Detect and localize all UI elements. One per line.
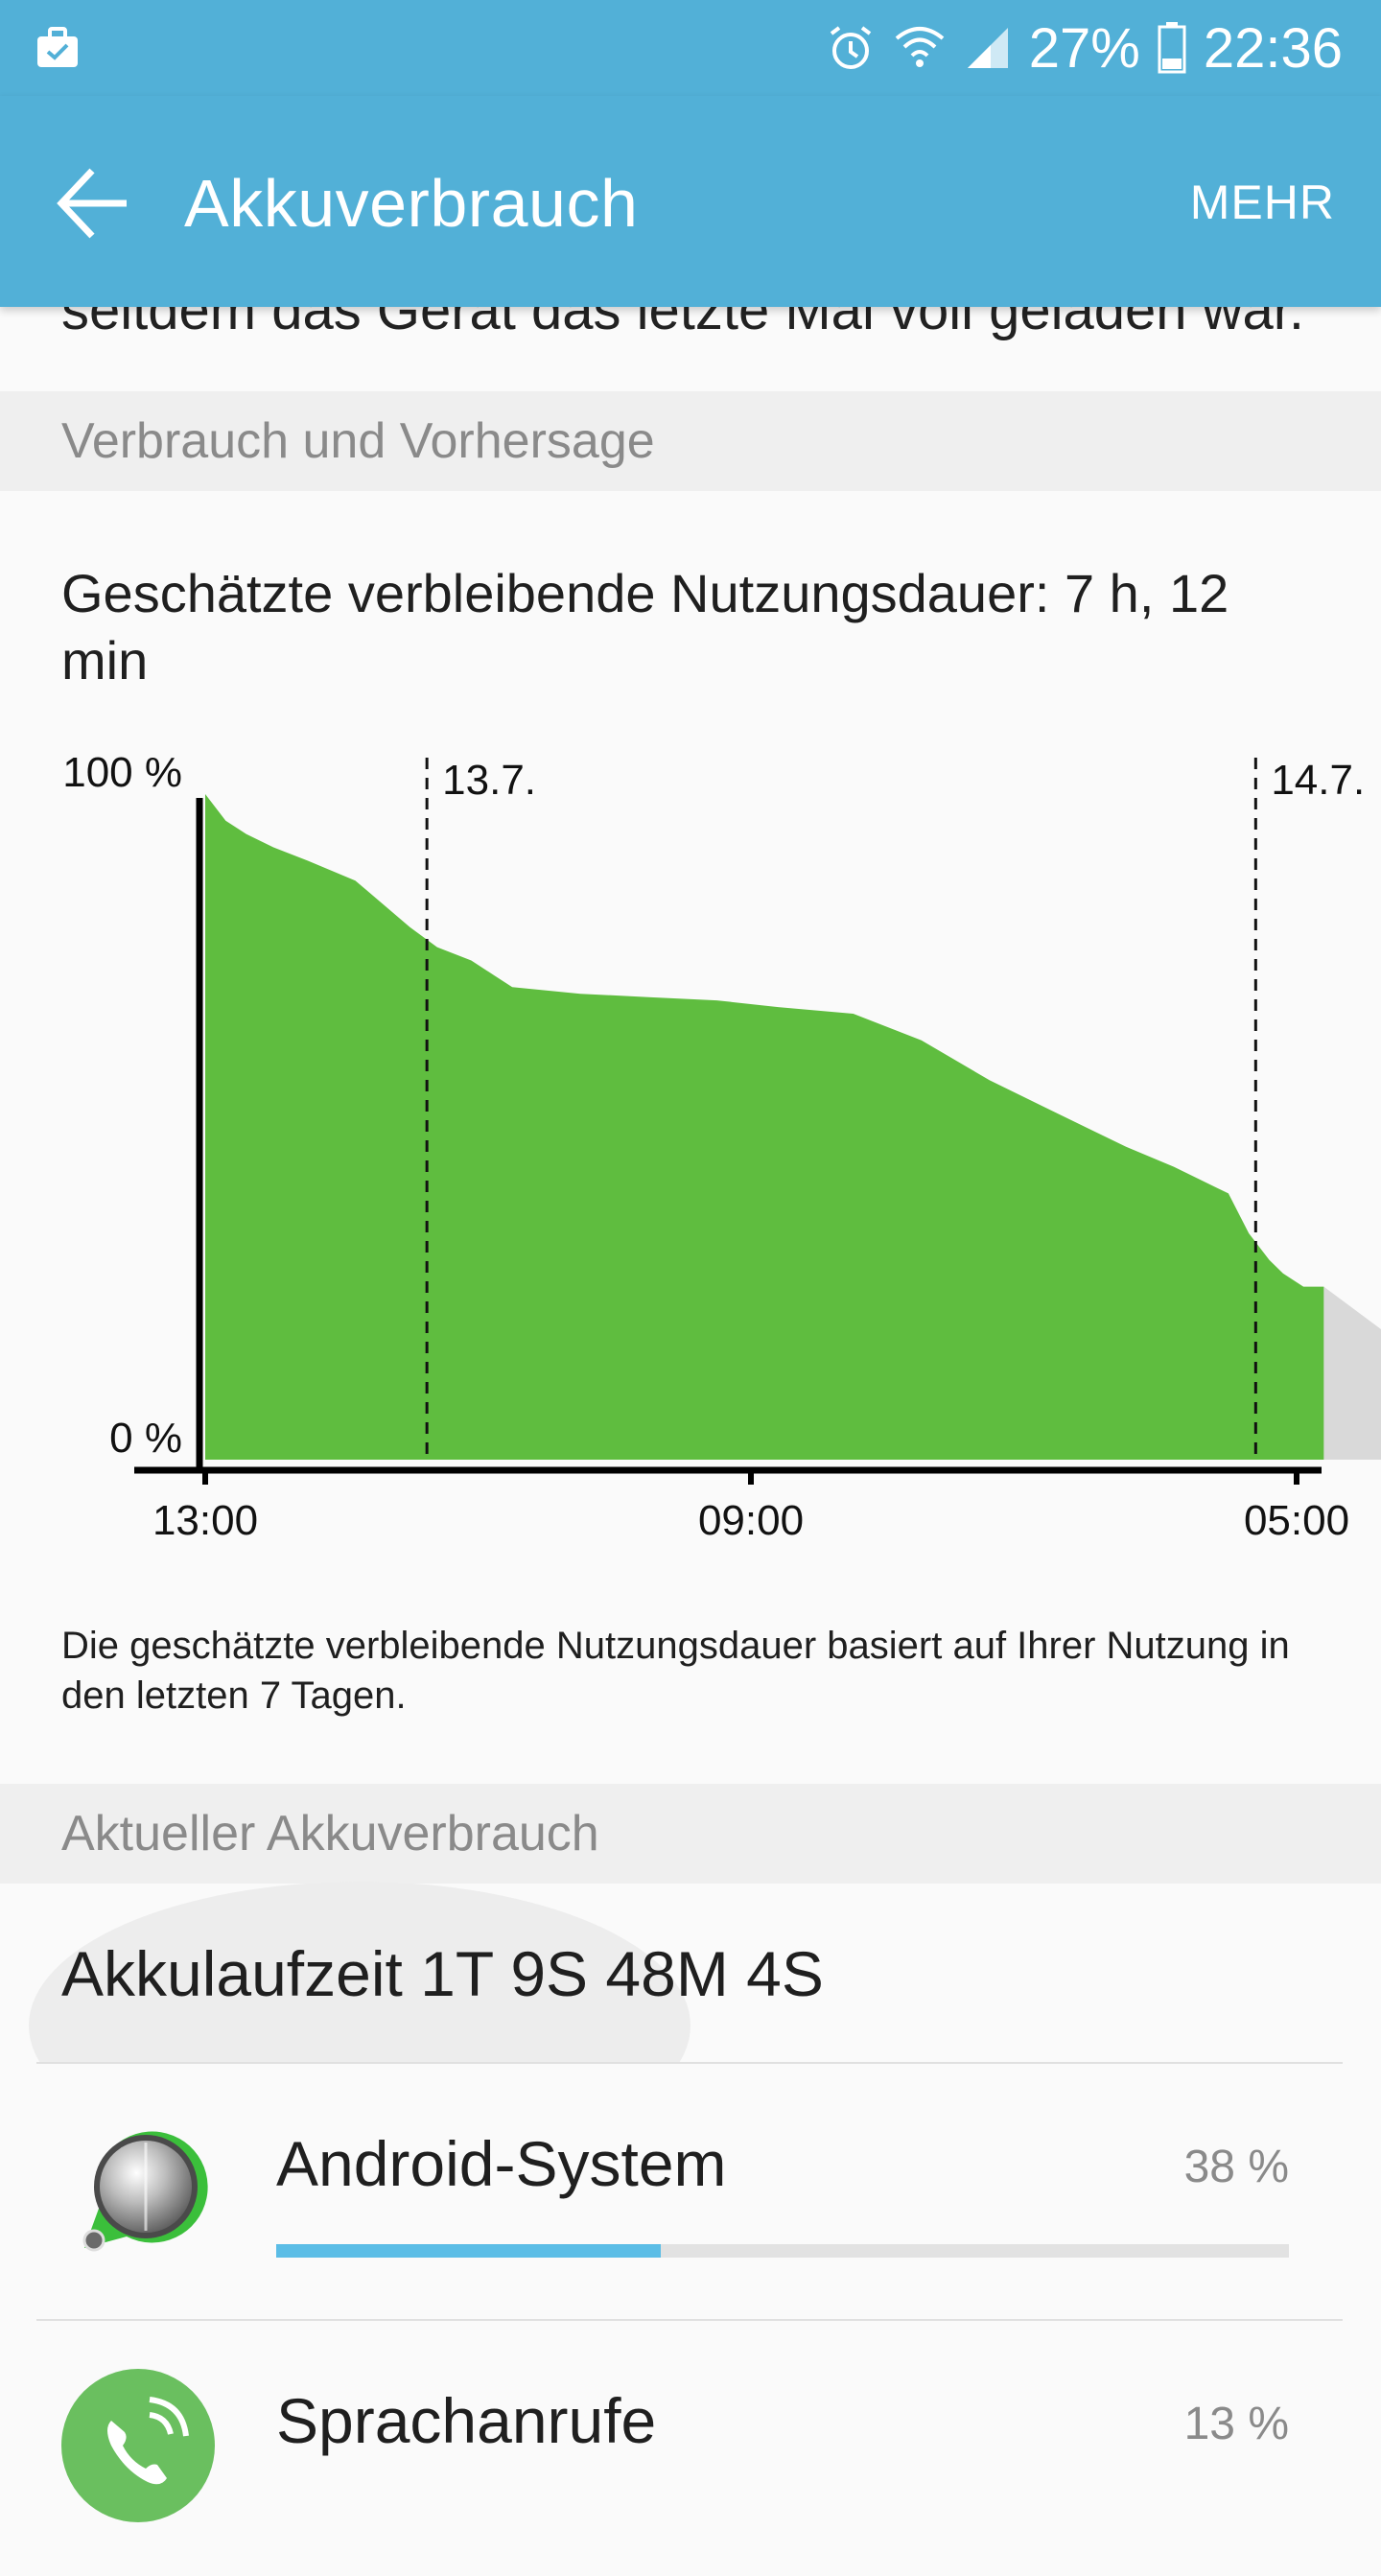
x-tick-label: 13:00 xyxy=(152,1497,258,1544)
app-row-voice-calls[interactable]: Sprachanrufe 13 % xyxy=(0,2321,1381,2576)
phone-call-icon xyxy=(61,2369,215,2522)
x-tick-label: 09:00 xyxy=(698,1497,804,1544)
x-tick-label: 05:00 xyxy=(1244,1497,1349,1544)
battery-runtime: Akkulaufzeit 1T 9S 48M 4S xyxy=(61,1938,824,2009)
section-header-usage-forecast: Verbrauch und Vorhersage xyxy=(0,391,1381,491)
y-label-max: 100 % xyxy=(62,749,182,796)
battery-runtime-row[interactable]: Akkulaufzeit 1T 9S 48M 4S xyxy=(0,1882,1381,2064)
app-name: Android-System xyxy=(276,2128,727,2199)
date-marker-label: 13.7. xyxy=(442,757,536,804)
usage-bar-track xyxy=(276,2244,1289,2258)
battery-icon xyxy=(1158,22,1186,74)
usage-bar-fill xyxy=(276,2244,662,2258)
section-header-current-usage: Aktueller Akkuverbrauch xyxy=(0,1784,1381,1884)
app-row-android-system[interactable]: Android-System 38 % xyxy=(0,2064,1381,2319)
wifi-icon xyxy=(895,27,945,67)
date-marker-label: 14.7. xyxy=(1271,757,1365,804)
signal-icon xyxy=(967,28,1008,68)
page-title: Akkuverbrauch xyxy=(184,166,639,241)
alarm-icon xyxy=(830,26,871,69)
android-system-icon xyxy=(82,2131,208,2252)
divider xyxy=(36,2319,1343,2321)
battery-usage-chart: 13.7. 14.7. 13:00 09:00 05:00 100 % 0 % xyxy=(62,749,1381,1544)
more-button[interactable]: MEHR xyxy=(1189,176,1335,229)
forecast-area xyxy=(1323,1286,1381,1460)
back-arrow-icon[interactable] xyxy=(50,157,142,249)
briefcase-icon xyxy=(37,27,78,67)
status-bar: 27% 22:36 xyxy=(0,0,1381,96)
divider xyxy=(36,2062,1343,2064)
app-usage-percent: 38 % xyxy=(1183,2142,1289,2192)
y-label-min: 0 % xyxy=(109,1415,182,1462)
battery-percent: 27% xyxy=(1028,16,1140,80)
app-bar: Akkuverbrauch MEHR xyxy=(0,96,1381,307)
app-usage-percent: 13 % xyxy=(1183,2399,1289,2449)
estimate-footnote: Die geschätzte verbleibende Nutzungsdaue… xyxy=(61,1625,1290,1717)
clock: 22:36 xyxy=(1203,16,1343,80)
battery-level-area xyxy=(205,794,1324,1460)
estimated-remaining-time: Geschätzte verbleibende Nutzungsdauer: 7… xyxy=(61,563,1229,691)
app-name: Sprachanrufe xyxy=(276,2385,657,2456)
